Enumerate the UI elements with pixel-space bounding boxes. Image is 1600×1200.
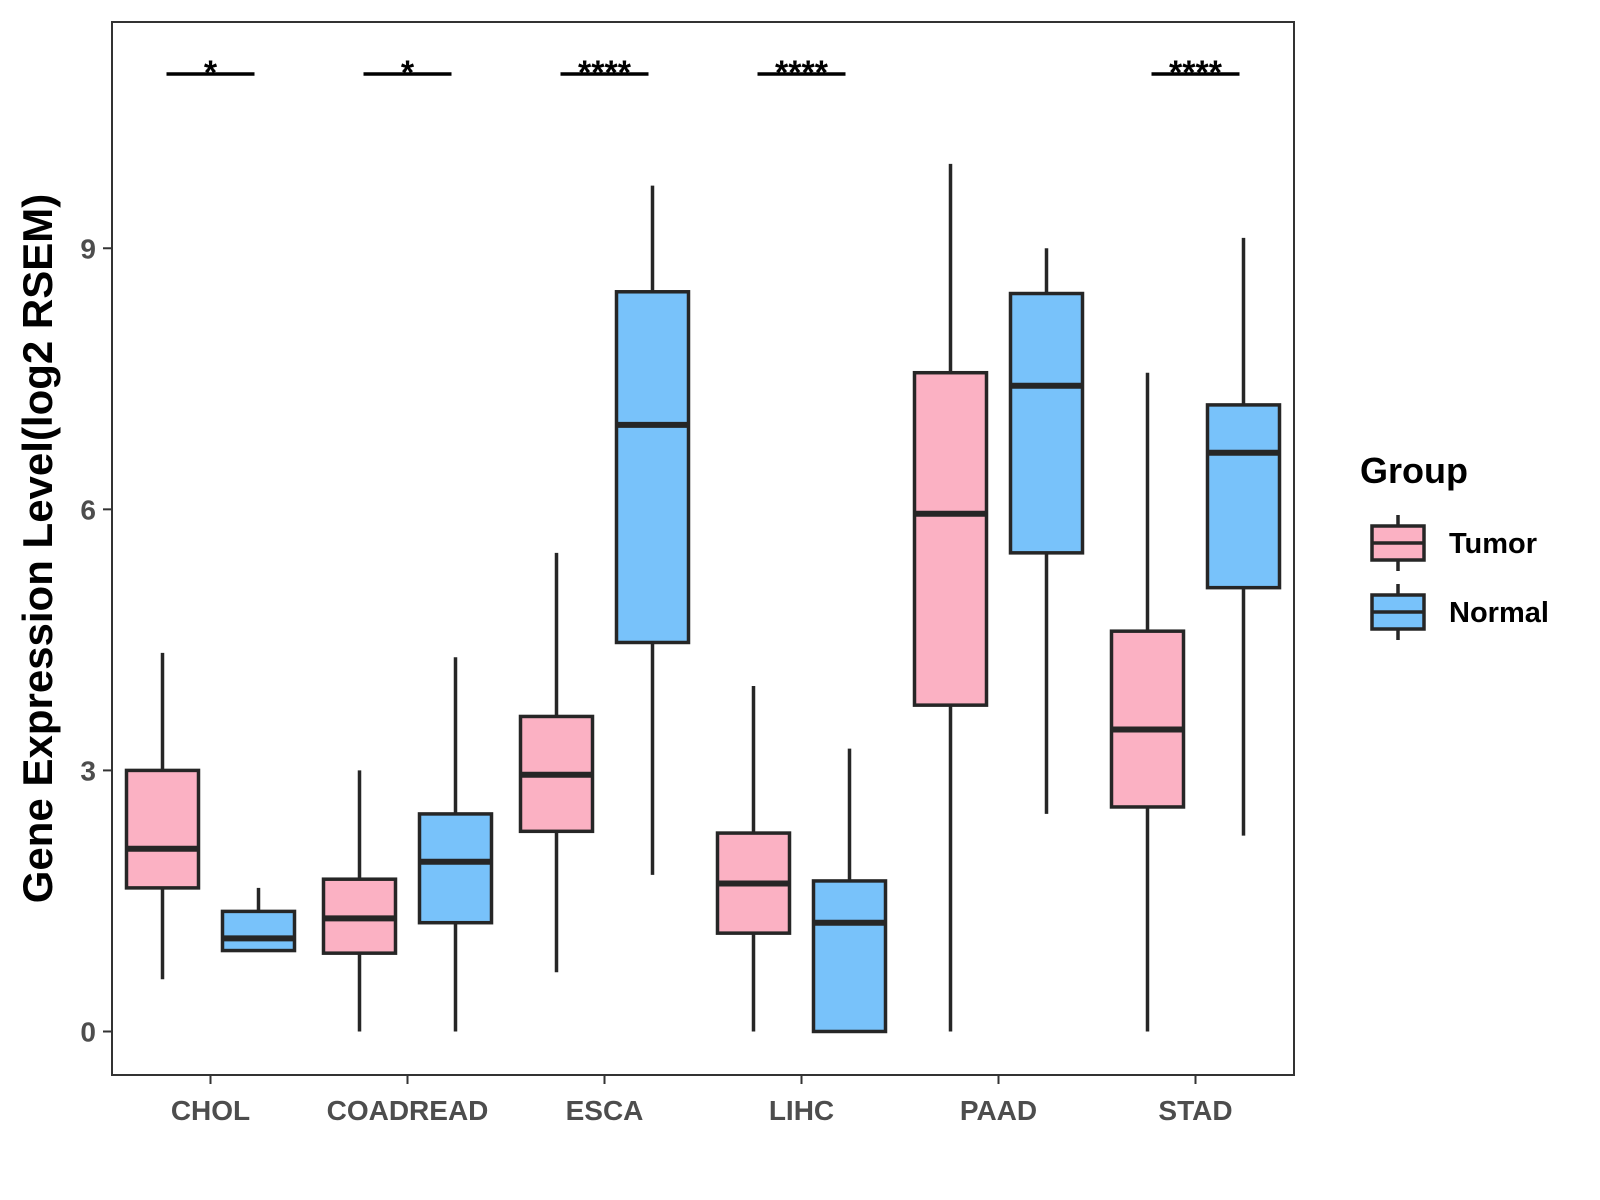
box-normal-lihc [811, 879, 888, 1034]
y-tick-label-9: 9 [80, 233, 96, 264]
sig-label-coadread: * [401, 54, 415, 92]
y-tick-label-0: 0 [80, 1016, 96, 1047]
box-normal-paad [1008, 291, 1085, 555]
panel-border [111, 21, 1295, 1076]
box-normal-chol [220, 909, 297, 953]
box-tumor-paad [912, 370, 989, 707]
x-tick-label-coadread: COADREAD [327, 1095, 489, 1126]
x-tick-label-chol: CHOL [171, 1095, 250, 1126]
sig-label-lihc: **** [775, 54, 829, 92]
sig-label-chol: * [204, 54, 218, 92]
x-tick-label-esca: ESCA [566, 1095, 644, 1126]
box-tumor-chol [124, 768, 201, 890]
legend-key-tumor [1370, 515, 1426, 571]
legend-key-normal [1370, 584, 1426, 640]
sig-label-esca: **** [578, 54, 632, 92]
box-tumor-stad [1109, 629, 1186, 809]
axes: 0 3 6 9 CHOL COADREAD ESCA LIHC PAAD STAD Gene Exp… [14, 21, 1295, 1126]
y-tick-label-3: 3 [80, 755, 96, 786]
y-axis-title: Gene Expression Level(log2 RSEM) [14, 194, 61, 904]
plot-area: * * **** **** **** [124, 54, 1282, 1034]
legend-label-normal: Normal [1449, 597, 1549, 629]
box-normal-coadread [417, 812, 494, 925]
legend: Group Tumor Normal [1360, 450, 1549, 640]
x-tick-label-lihc: LIHC [769, 1095, 834, 1126]
x-tick-label-paad: PAAD [960, 1095, 1037, 1126]
y-tick-label-6: 6 [80, 494, 96, 525]
box-normal-stad [1205, 403, 1282, 590]
legend-title: Group [1360, 450, 1468, 491]
legend-label-tumor: Tumor [1449, 528, 1537, 560]
box-normal-esca [614, 290, 691, 645]
x-tick-label-stad: STAD [1158, 1095, 1232, 1126]
sig-label-stad: **** [1169, 54, 1223, 92]
